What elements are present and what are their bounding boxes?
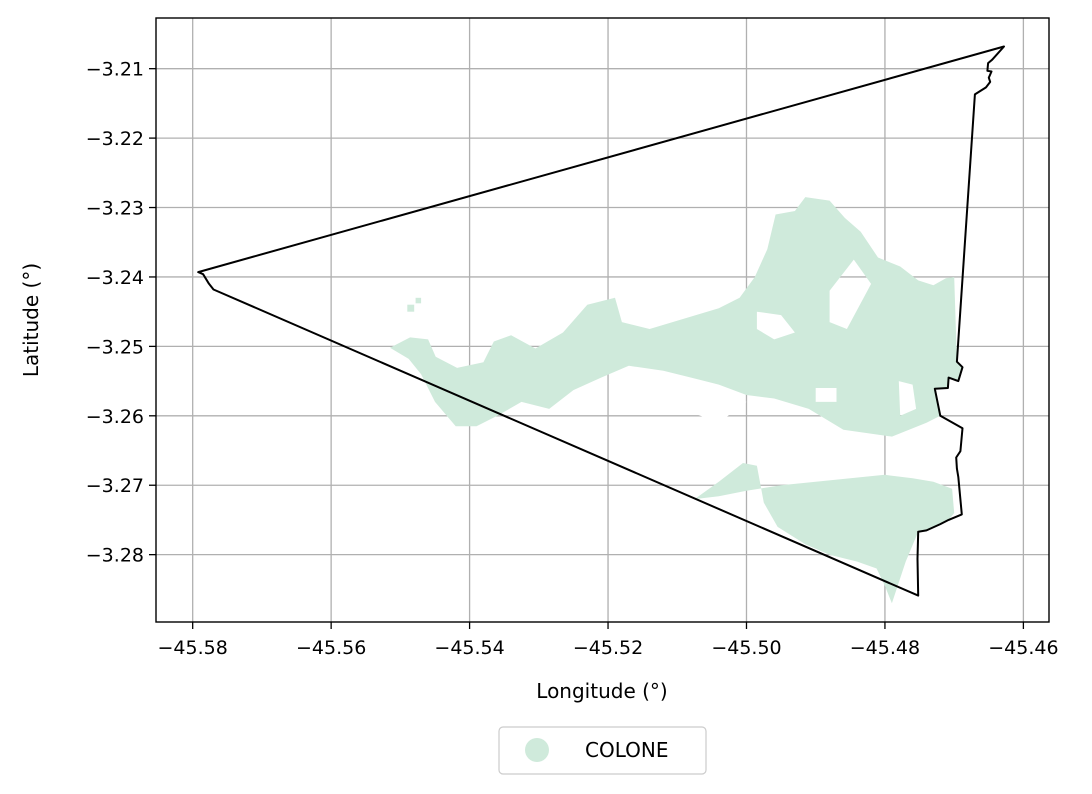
plot-area: [155, 17, 1050, 623]
y-tick-label: −3.21: [86, 59, 144, 81]
legend-label-colone: COLONE: [585, 738, 668, 762]
y-tick-label: −3.27: [86, 475, 144, 497]
x-tick-label: −45.48: [850, 637, 920, 659]
y-tick-label: −3.26: [86, 406, 144, 428]
x-tick-label: −45.52: [573, 637, 643, 659]
plot-frame: [155, 17, 1050, 623]
colone-area-lower: [694, 463, 955, 604]
y-tick-label: −3.22: [86, 128, 144, 150]
legend-marker-colone: [525, 738, 549, 762]
legend: COLONE: [498, 726, 707, 775]
y-tick-label: −3.23: [86, 198, 144, 220]
x-tick-label: −45.58: [158, 637, 228, 659]
x-tick-label: −45.46: [988, 637, 1058, 659]
x-axis-label: Longitude (°): [536, 679, 667, 703]
y-tick-label: −3.25: [86, 336, 144, 358]
x-tick-label: −45.56: [296, 637, 366, 659]
colone-region: [390, 197, 963, 604]
colone-area-main: [390, 197, 963, 437]
boundary-outline: [197, 45, 1005, 597]
y-axis-ticks: −3.21 −3.22 −3.23 −3.24 −3.25 −3.26 −3.27 −3.28: [86, 59, 156, 567]
colone-area-gap: [621, 374, 747, 423]
x-tick-label: −45.54: [434, 637, 504, 659]
boundary-line: [197, 45, 1005, 597]
legend-frame: [498, 726, 707, 775]
x-tick-label: −45.50: [711, 637, 781, 659]
y-tick-label: −3.28: [86, 545, 144, 567]
colone-area-island: [415, 297, 422, 304]
x-axis-ticks: −45.58 −45.56 −45.54 −45.52 −45.50 −45.48 −45.…: [158, 622, 1059, 659]
y-tick-label: −3.24: [86, 267, 144, 289]
colone-area-island: [407, 304, 415, 312]
y-axis-label: Latitude (°): [19, 263, 43, 377]
